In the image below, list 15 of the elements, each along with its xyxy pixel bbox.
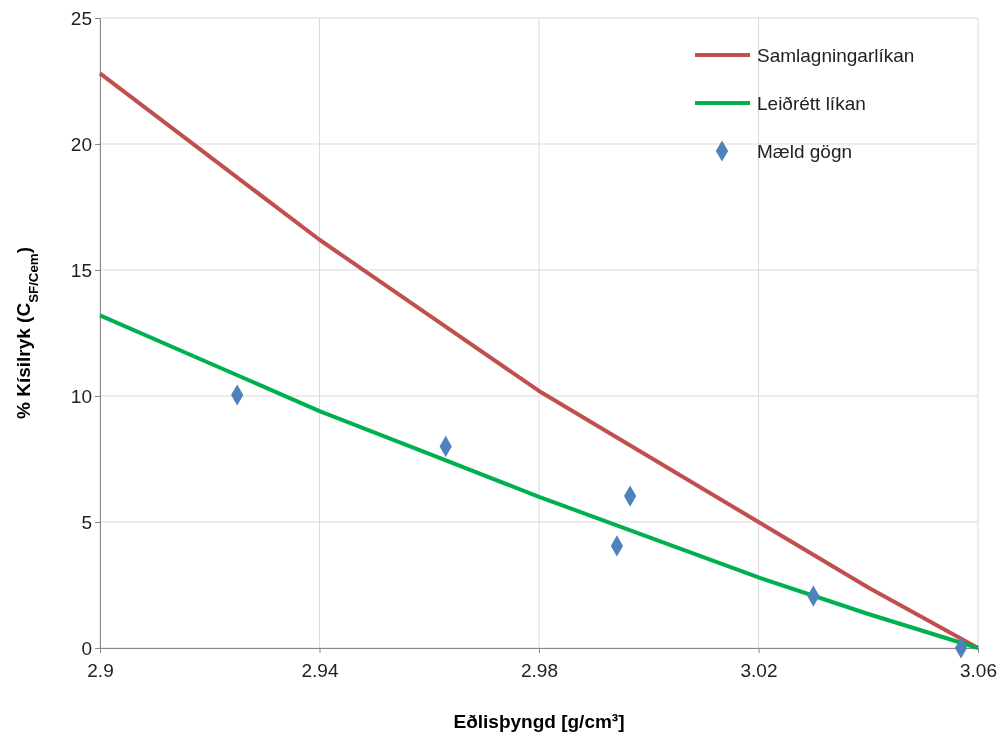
x-tick-label: 2.9 bbox=[87, 659, 114, 681]
x-tick-label: 2.98 bbox=[521, 659, 558, 681]
x-tick-label: 2.94 bbox=[301, 659, 339, 681]
x-axis-title: Eðlisþyngd [g/cm³] bbox=[453, 711, 625, 732]
y-tick-label: 25 bbox=[70, 7, 92, 29]
legend-label: Leiðrétt líkan bbox=[757, 93, 866, 114]
y-tick-label: 5 bbox=[81, 511, 92, 533]
legend-label: Samlagningarlíkan bbox=[757, 45, 915, 66]
y-tick-label: 15 bbox=[70, 259, 92, 281]
y-tick-label: 10 bbox=[70, 385, 92, 407]
x-tick-label: 3.06 bbox=[960, 659, 997, 681]
legend-label: Mæld gögn bbox=[757, 141, 853, 162]
y-tick-label: 0 bbox=[81, 637, 92, 659]
x-tick-label: 3.02 bbox=[740, 659, 778, 681]
y-tick-label: 20 bbox=[70, 133, 92, 155]
